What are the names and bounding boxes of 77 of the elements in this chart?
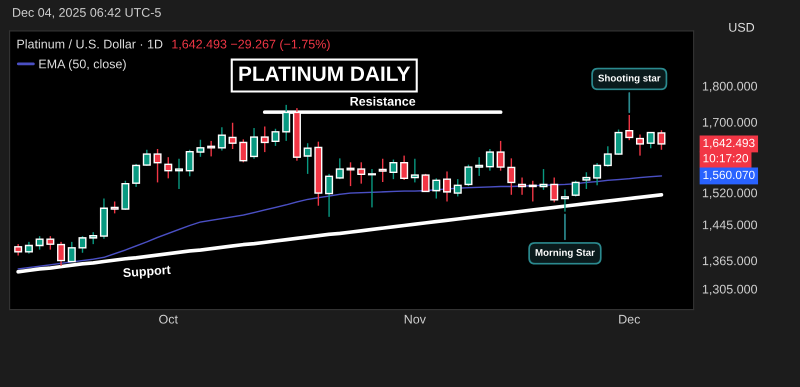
- candlestick: [304, 142, 312, 175]
- candlestick: [464, 164, 472, 187]
- candlestick: [357, 162, 366, 184]
- candlestick: [625, 114, 634, 141]
- series-label: Support: [122, 265, 171, 280]
- candlestick: [646, 131, 655, 149]
- candlestick: [496, 140, 505, 172]
- candlestick: [443, 170, 452, 202]
- candlestick: [593, 162, 602, 186]
- candlestick: [507, 158, 516, 196]
- text: 1,642.493 −29.267 (−1.75%): [172, 39, 330, 51]
- candlestick: [378, 158, 387, 183]
- candlestick: [250, 127, 258, 160]
- candlestick: [550, 176, 558, 204]
- text: Dec 04, 2025 06:42 UTC-5: [13, 8, 161, 18]
- candlestick: [132, 163, 140, 188]
- candlestick: [239, 138, 248, 163]
- y-axis-title: USD: [729, 22, 754, 32]
- y-tick-label: 1,700.000: [702, 118, 758, 128]
- annotation: PLATINUM DAILY: [239, 66, 410, 82]
- legend-label: EMA (50, close): [39, 59, 126, 71]
- candlestick: [454, 178, 462, 198]
- candlestick: [228, 122, 237, 150]
- candlestick: [78, 235, 87, 254]
- candlestick: [582, 172, 590, 190]
- candlestick: [400, 154, 408, 181]
- candlestick: [218, 126, 226, 152]
- x-tick-label: Oct: [159, 314, 178, 324]
- candlestick: [174, 158, 184, 190]
- candlestick: [142, 149, 151, 167]
- candlestick: [14, 243, 22, 256]
- candlestick: [657, 130, 666, 150]
- x-tick-label: Nov: [404, 314, 426, 324]
- candlestick: [636, 134, 644, 156]
- candlestick: [260, 126, 269, 153]
- candlestick: [410, 158, 419, 184]
- candlestick: [422, 173, 430, 193]
- y-tick-label: 1,305.000: [702, 284, 758, 296]
- candlestick: [164, 156, 172, 180]
- candlestick: [389, 158, 398, 180]
- text: 1,560.070: [703, 170, 755, 180]
- candlestick: [186, 149, 194, 178]
- candlestick: [57, 241, 66, 266]
- candlestick: [24, 241, 33, 254]
- candlestick: [539, 168, 548, 190]
- candlestick: [528, 180, 537, 202]
- candlestick: [614, 128, 623, 156]
- candlestick: [271, 128, 280, 147]
- candlestick: [432, 178, 440, 200]
- candlestick: [346, 162, 355, 187]
- candlestick: [110, 200, 119, 214]
- candlestick: [89, 231, 98, 245]
- candlestick: [368, 168, 376, 208]
- candlestick: [207, 140, 216, 158]
- candlestick: [36, 235, 44, 250]
- candlestick: [154, 148, 162, 184]
- x-tick-label: Dec: [619, 314, 640, 324]
- candlestick: [475, 156, 484, 177]
- text: Platinum / U.S. Dollar · 1D: [17, 39, 162, 48]
- y-tick-label: 1,520.000: [702, 188, 758, 199]
- candlestick: [68, 241, 76, 264]
- candlestick: [572, 180, 580, 198]
- candlestick: [486, 148, 494, 172]
- y-tick-label: 1,800.000: [702, 82, 758, 92]
- annotation: Shooting star: [598, 74, 660, 84]
- candlestick: [46, 235, 54, 250]
- y-tick-label: 1,445.000: [702, 220, 758, 231]
- candlestick: [336, 158, 344, 180]
- text: 10:17:20: [703, 154, 748, 162]
- y-tick-label: 1,365.000: [702, 256, 758, 267]
- candlestick: [325, 173, 334, 218]
- candlestick: [604, 146, 612, 168]
- series-label: Resistance: [350, 96, 416, 106]
- annotation: Morning Star: [536, 248, 595, 258]
- candlestick: [196, 139, 204, 158]
- candlestick: [518, 176, 526, 196]
- text: 1,642.493: [703, 138, 755, 149]
